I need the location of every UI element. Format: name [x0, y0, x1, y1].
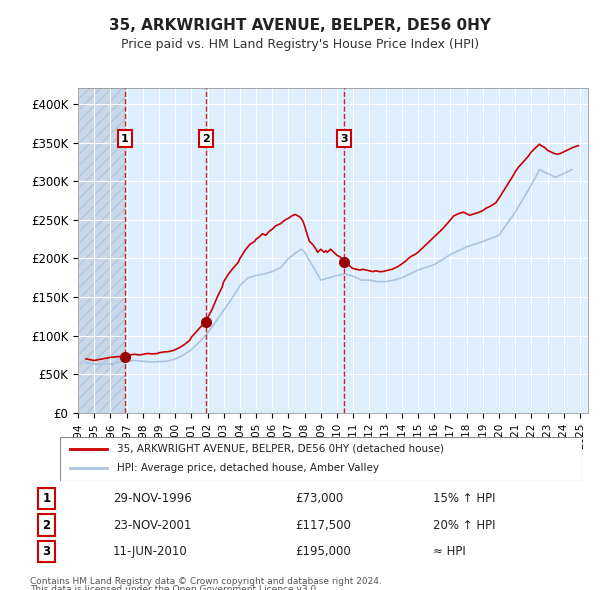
FancyBboxPatch shape: [60, 437, 582, 481]
Text: £195,000: £195,000: [295, 545, 351, 558]
Text: 2: 2: [43, 519, 50, 532]
Text: 1: 1: [43, 492, 50, 505]
Text: £73,000: £73,000: [295, 492, 343, 505]
Text: 2: 2: [202, 134, 210, 144]
Text: HPI: Average price, detached house, Amber Valley: HPI: Average price, detached house, Ambe…: [118, 464, 379, 473]
Bar: [78, 88, 125, 413]
Text: £117,500: £117,500: [295, 519, 351, 532]
Text: 35, ARKWRIGHT AVENUE, BELPER, DE56 0HY (detached house): 35, ARKWRIGHT AVENUE, BELPER, DE56 0HY (…: [118, 444, 445, 454]
Text: 11-JUN-2010: 11-JUN-2010: [113, 545, 188, 558]
Text: 23-NOV-2001: 23-NOV-2001: [113, 519, 191, 532]
Text: Price paid vs. HM Land Registry's House Price Index (HPI): Price paid vs. HM Land Registry's House …: [121, 38, 479, 51]
Text: This data is licensed under the Open Government Licence v3.0.: This data is licensed under the Open Gov…: [30, 585, 319, 590]
Text: 20% ↑ HPI: 20% ↑ HPI: [433, 519, 496, 532]
Text: ≈ HPI: ≈ HPI: [433, 545, 466, 558]
Text: 29-NOV-1996: 29-NOV-1996: [113, 492, 191, 505]
Text: 1: 1: [121, 134, 129, 144]
Text: 35, ARKWRIGHT AVENUE, BELPER, DE56 0HY: 35, ARKWRIGHT AVENUE, BELPER, DE56 0HY: [109, 18, 491, 32]
Text: 3: 3: [341, 134, 348, 144]
Text: 3: 3: [43, 545, 50, 558]
Text: Contains HM Land Registry data © Crown copyright and database right 2024.: Contains HM Land Registry data © Crown c…: [30, 577, 382, 586]
Text: 15% ↑ HPI: 15% ↑ HPI: [433, 492, 496, 505]
